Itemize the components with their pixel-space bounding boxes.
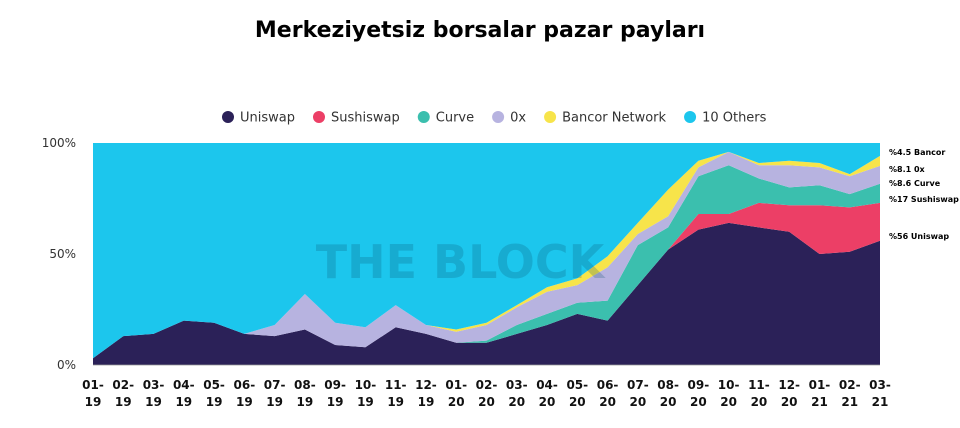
y-tick-label: 0% [57,358,76,372]
x-tick-label: 05-20 [566,378,588,409]
legend-label-curve: Curve [436,111,474,126]
annotation-label: %4.5 Bancor [889,148,945,157]
y-tick-label: 50% [49,247,76,261]
x-tick-label: 10-19 [355,378,377,409]
legend-label-0x: 0x [510,111,526,126]
x-tick-label: 06-20 [597,378,619,409]
x-tick-label: 03-20 [506,378,528,409]
x-axis: 01-19 02-19 03-19 04-19 05-19 06-19 07-19 08-19… [82,378,891,409]
area-uniswap [93,222,880,365]
annotations: %4.5 Bancor %8.1 0x %8.6 Curve %17 Sushiswa… [889,148,959,241]
x-tick-label: 12-19 [415,378,437,409]
x-tick-label: 12-20 [778,378,800,409]
legend-label-uniswap: Uniswap [240,111,295,126]
legend-swatch-curve [417,111,430,123]
legend-swatch-bancor-network [544,111,557,123]
y-tick-label: 100% [42,136,76,150]
legend: Uniswap Sushiswap Curve 0x Bancor Network 10 … [222,111,767,126]
chart-title: Merkeziyetsiz borsalar pazar payları [254,18,706,43]
watermark: THE BLOCK [316,235,607,289]
x-tick-label: 08-20 [657,378,679,409]
annotation-label: %56 Uniswap [889,232,949,241]
area-10-others [93,143,880,359]
area-curve [93,165,880,359]
x-tick-label: 07-20 [627,378,649,409]
x-tick-label: 01-19 [82,378,104,409]
annotation-label: %8.6 Curve [889,179,941,188]
x-tick-label: 03-19 [143,378,165,409]
x-tick-label: 02-19 [112,378,134,409]
annotation-label: %8.1 0x [889,165,926,174]
x-tick-label: 09-20 [688,378,710,409]
x-tick-label: 08-19 [294,378,316,409]
area-0x [93,151,880,359]
legend-swatch-10-others [684,111,697,123]
legend-label-sushiswap: Sushiswap [331,111,400,126]
stacked-areas [93,143,880,365]
x-tick-label: 05-19 [203,378,225,409]
x-tick-label: 09-19 [324,378,346,409]
x-tick-label: 02-20 [476,378,498,409]
legend-swatch-sushiswap [313,111,325,123]
x-tick-label: 07-19 [264,378,286,409]
x-tick-label: 01-21 [809,378,831,409]
x-tick-label: 04-19 [173,378,195,409]
area-sushiswap [93,202,880,359]
x-tick-label: 03-21 [869,378,891,409]
x-tick-label: 04-20 [536,378,558,409]
x-tick-label: 01-20 [445,378,467,409]
x-tick-label: 11-19 [385,378,407,409]
x-tick-label: 10-20 [718,378,740,409]
legend-swatch-0x [492,111,505,123]
y-axis: 100% 50% 0% [42,136,880,372]
legend-swatch-uniswap [222,111,234,123]
x-tick-label: 11-20 [748,378,770,409]
x-tick-label: 06-19 [234,378,256,409]
x-tick-label: 02-21 [839,378,861,409]
legend-label-10-others: 10 Others [702,111,767,126]
legend-label-bancor-network: Bancor Network [562,111,666,126]
annotation-label: %17 Sushiswap [889,195,959,204]
